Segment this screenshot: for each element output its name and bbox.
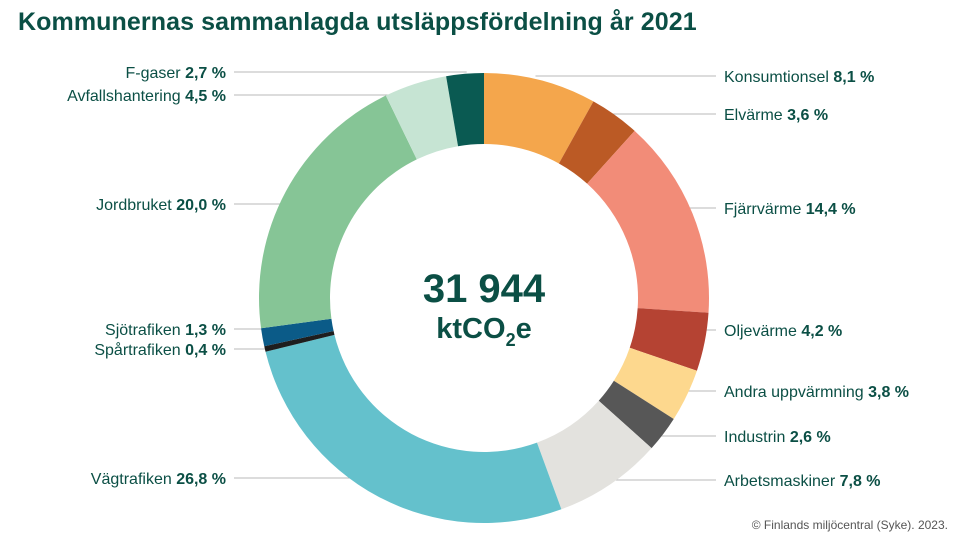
- label-name: Vägtrafiken: [91, 471, 176, 488]
- slice-f-gaser: [446, 73, 484, 147]
- label-value: 4,5 %: [185, 88, 226, 105]
- label-name: F-gaser: [126, 65, 186, 82]
- center-total: 31 944: [423, 267, 546, 311]
- source-note: © Finlands miljöcentral (Syke). 2023.: [751, 518, 948, 532]
- slice-industrin: [598, 380, 674, 449]
- label-name: Oljevärme: [724, 323, 801, 340]
- label-industrin: Industrin 2,6 %: [724, 429, 831, 446]
- label-value: 3,8 %: [868, 384, 909, 401]
- slice-fjarrvarme: [587, 130, 709, 313]
- label-value: 7,8 %: [840, 473, 881, 490]
- donut-slices: [259, 73, 709, 523]
- label-value: 14,4 %: [806, 201, 856, 218]
- label-vagtrafiken: Vägtrafiken 26,8 %: [91, 471, 226, 488]
- label-value: 3,6 %: [787, 107, 828, 124]
- label-avfallshantering: Avfallshantering 4,5 %: [67, 88, 226, 105]
- slice-avfallshantering: [385, 76, 459, 160]
- label-value: 20,0 %: [176, 197, 226, 214]
- label-name: Elvärme: [724, 107, 787, 124]
- slice-elvarme: [558, 101, 635, 184]
- label-arbetsmaskiner: Arbetsmaskiner 7,8 %: [724, 473, 881, 490]
- label-oljevarme: Oljevärme 4,2 %: [724, 323, 842, 340]
- label-name: Industrin: [724, 429, 790, 446]
- chart-title: Kommunernas sammanlagda utsläppsfördelni…: [18, 8, 697, 36]
- label-name: Arbetsmaskiner: [724, 473, 840, 490]
- slice-labels: Konsumtionsel 8,1 % Elvärme 3,6 % Fjärrvär…: [67, 65, 909, 490]
- label-value: 2,6 %: [790, 429, 831, 446]
- label-jordbruket: Jordbruket 20,0 %: [96, 197, 226, 214]
- label-andra-uppvarmning: Andra uppvärmning 3,8 %: [724, 384, 909, 401]
- slice-oljevarme: [629, 308, 709, 371]
- center-unit-subscript: 2: [506, 330, 516, 350]
- label-elvarme: Elvärme 3,6 %: [724, 107, 828, 124]
- slice-sjotrafiken: [261, 318, 334, 347]
- label-value: 4,2 %: [801, 323, 842, 340]
- label-name: Spårtrafiken: [94, 341, 185, 359]
- label-value: 1,3 %: [185, 322, 226, 339]
- label-spartrafiken: Spårtrafiken 0,4 %: [94, 341, 226, 359]
- slice-andra-uppvarmning: [613, 347, 697, 419]
- label-fjarrvarme: Fjärrvärme 14,4 %: [724, 201, 856, 218]
- center-unit: ktCO2e: [436, 313, 531, 350]
- label-name: Jordbruket: [96, 197, 176, 214]
- slice-jordbruket: [259, 95, 417, 329]
- label-name: Fjärrvärme: [724, 201, 806, 218]
- label-konsumtionsel: Konsumtionsel 8,1 %: [724, 69, 874, 86]
- label-name: Sjötrafiken: [105, 322, 185, 339]
- slice-spartrafiken: [264, 331, 335, 352]
- label-value: 8,1 %: [833, 69, 874, 86]
- slice-konsumtionsel: [484, 73, 594, 164]
- label-name: Konsumtionsel: [724, 69, 833, 86]
- center-unit-tail: e: [516, 313, 532, 345]
- label-value: 2,7 %: [185, 65, 226, 82]
- label-sjotrafiken: Sjötrafiken 1,3 %: [105, 322, 226, 339]
- label-name: Avfallshantering: [67, 88, 185, 105]
- label-name: Andra uppvärmning: [724, 384, 868, 401]
- label-f-gaser: F-gaser 2,7 %: [126, 65, 227, 82]
- center-unit-main: ktCO: [436, 313, 505, 345]
- label-value: 0,4 %: [185, 342, 226, 359]
- slice-vagtrafiken: [265, 334, 562, 523]
- label-value: 26,8 %: [176, 471, 226, 488]
- slice-arbetsmaskiner: [536, 400, 652, 510]
